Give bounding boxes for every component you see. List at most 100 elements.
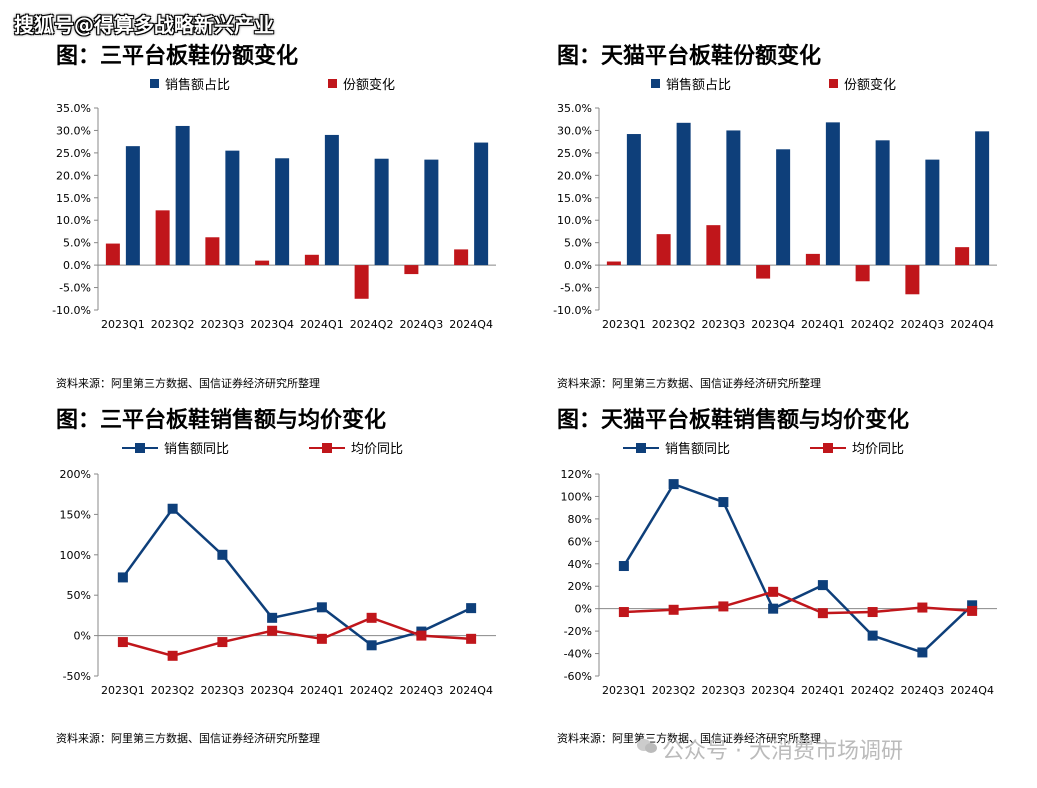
- bar: [225, 150, 240, 266]
- x-tick-label: 2024Q1: [801, 684, 845, 697]
- legend-label: 销售额占比: [666, 78, 732, 93]
- y-tick-label: 150%: [60, 508, 91, 521]
- chart-title: 图：天猫平台板鞋份额变化: [557, 44, 822, 69]
- legend-line: [623, 442, 659, 453]
- data-point: [618, 607, 629, 618]
- x-tick-label: 2023Q4: [751, 318, 795, 331]
- series-line: [121, 506, 472, 647]
- data-point: [917, 647, 928, 658]
- bar: [205, 237, 220, 266]
- data-point: [867, 607, 878, 618]
- legend-label: 均价同比: [351, 442, 404, 457]
- bar: [855, 265, 870, 282]
- bar: [975, 131, 990, 266]
- x-tick-label: 2023Q4: [751, 684, 795, 697]
- y-tick-label: 60%: [568, 535, 592, 548]
- chart-panel-3: 图：三平台板鞋销售额与均价变化 销售额同比 均价同比 -50% 0% 50% 100%…: [56, 402, 556, 747]
- data-point: [817, 580, 828, 591]
- bar: [626, 134, 641, 266]
- data-point: [267, 612, 278, 623]
- source-note: 资料来源：阿里第三方数据、国信证券经济研究所整理: [56, 732, 320, 745]
- bar: [255, 260, 270, 266]
- y-tick-label: 50%: [67, 589, 91, 602]
- series-line: [122, 616, 472, 658]
- x-tick-label: 2023Q1: [602, 318, 646, 331]
- legend-line: [810, 442, 847, 453]
- bar: [706, 225, 721, 266]
- chart-legend: 销售额占比 份额变化: [150, 74, 395, 93]
- bar: [875, 140, 890, 266]
- x-tick-label: 2023Q2: [652, 318, 696, 331]
- data-point: [217, 637, 228, 648]
- y-tick-label: 200%: [60, 468, 91, 481]
- chart-panel-2: 图：天猫平台板鞋份额变化 销售额占比 份额变化 -10.0% -5.0% 0.0% 5…: [553, 38, 1037, 393]
- data-point: [768, 586, 779, 597]
- legend-line: [122, 442, 158, 453]
- data-point: [267, 625, 278, 636]
- x-tick-label: 2023Q2: [652, 684, 696, 697]
- x-tick-label: 2024Q2: [851, 684, 895, 697]
- bar: [756, 265, 771, 279]
- legend-swatch: [829, 79, 839, 88]
- y-tick-label: 100%: [60, 549, 91, 562]
- x-tick-label: 2023Q3: [702, 684, 746, 697]
- bar: [656, 234, 671, 266]
- data-point: [167, 503, 178, 514]
- y-tick-label: 10.0%: [56, 214, 91, 227]
- legend-swatch: [150, 79, 159, 88]
- x-tick-label: 2024Q4: [449, 684, 493, 697]
- y-tick-label: -5.0%: [59, 282, 91, 295]
- bar: [105, 243, 120, 266]
- chart-panel-1: 图：三平台板鞋份额变化 销售额占比 份额变化 -10.0% -5.0% 0.0% 5.…: [52, 38, 556, 393]
- chart-title: 图：三平台板鞋销售额与均价变化: [56, 408, 387, 433]
- x-tick-label: 2023Q3: [201, 318, 245, 331]
- watermark-top: 搜狐号@得算多战略新兴产业: [14, 13, 274, 37]
- chart-panel-4: 图：天猫平台板鞋销售额与均价变化 销售额同比 均价同比 -60% -40% -20%…: [557, 402, 1037, 747]
- bar: [925, 159, 940, 266]
- y-tick-label: -50%: [63, 670, 91, 683]
- data-point: [817, 608, 828, 619]
- y-tick-label: 25.0%: [557, 147, 592, 160]
- data-point: [917, 602, 928, 613]
- bar: [155, 210, 170, 266]
- y-tick-label: 30.0%: [557, 124, 592, 137]
- legend-swatch: [651, 79, 660, 88]
- data-point: [117, 637, 128, 648]
- x-tick-label: 2023Q2: [151, 318, 195, 331]
- y-tick-label: 0.0%: [63, 259, 91, 272]
- x-tick-label: 2024Q4: [950, 684, 994, 697]
- watermark-bottom: 公众号 · 大消费市场调研: [662, 739, 903, 764]
- y-tick-label: 100%: [561, 490, 592, 503]
- y-tick-label: 120%: [561, 468, 592, 481]
- bar: [324, 134, 339, 266]
- x-tick-label: 2023Q3: [201, 684, 245, 697]
- x-tick-label: 2023Q4: [250, 684, 294, 697]
- data-point: [768, 603, 779, 614]
- bar: [825, 122, 840, 266]
- y-tick-label: -10.0%: [52, 304, 91, 317]
- legend-label: 份额变化: [844, 78, 897, 93]
- data-point: [718, 497, 729, 508]
- bar: [454, 249, 469, 266]
- bar: [275, 158, 290, 266]
- series-line: [623, 590, 973, 615]
- bar: [474, 142, 489, 266]
- data-point: [618, 561, 629, 572]
- y-tick-label: 15.0%: [56, 192, 91, 205]
- data-point: [167, 650, 178, 661]
- y-tick-label: 10.0%: [557, 214, 592, 227]
- data-point: [466, 603, 477, 614]
- x-tick-label: 2024Q4: [449, 318, 493, 331]
- x-tick-label: 2024Q3: [901, 318, 945, 331]
- legend-label: 均价同比: [852, 442, 905, 457]
- legend-label: 销售额同比: [164, 442, 230, 457]
- y-tick-label: 80%: [568, 513, 592, 526]
- y-tick-label: 20.0%: [557, 169, 592, 182]
- data-point: [366, 612, 377, 623]
- y-tick-label: 0%: [575, 603, 592, 616]
- bar: [955, 247, 970, 266]
- source-note: 资料来源：阿里第三方数据、国信证券经济研究所整理: [557, 732, 821, 745]
- data-point: [466, 633, 477, 644]
- bar: [776, 149, 791, 266]
- data-point: [117, 572, 128, 583]
